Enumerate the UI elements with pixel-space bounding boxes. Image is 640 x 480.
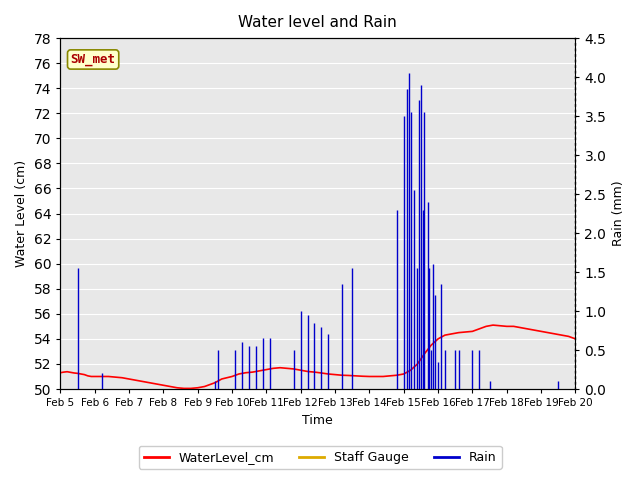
Y-axis label: Rain (mm): Rain (mm) bbox=[612, 181, 625, 246]
Y-axis label: Water Level (cm): Water Level (cm) bbox=[15, 160, 28, 267]
Legend: WaterLevel_cm, Staff Gauge, Rain: WaterLevel_cm, Staff Gauge, Rain bbox=[138, 446, 502, 469]
Title: Water level and Rain: Water level and Rain bbox=[239, 15, 397, 30]
Text: SW_met: SW_met bbox=[70, 53, 116, 66]
X-axis label: Time: Time bbox=[303, 414, 333, 427]
